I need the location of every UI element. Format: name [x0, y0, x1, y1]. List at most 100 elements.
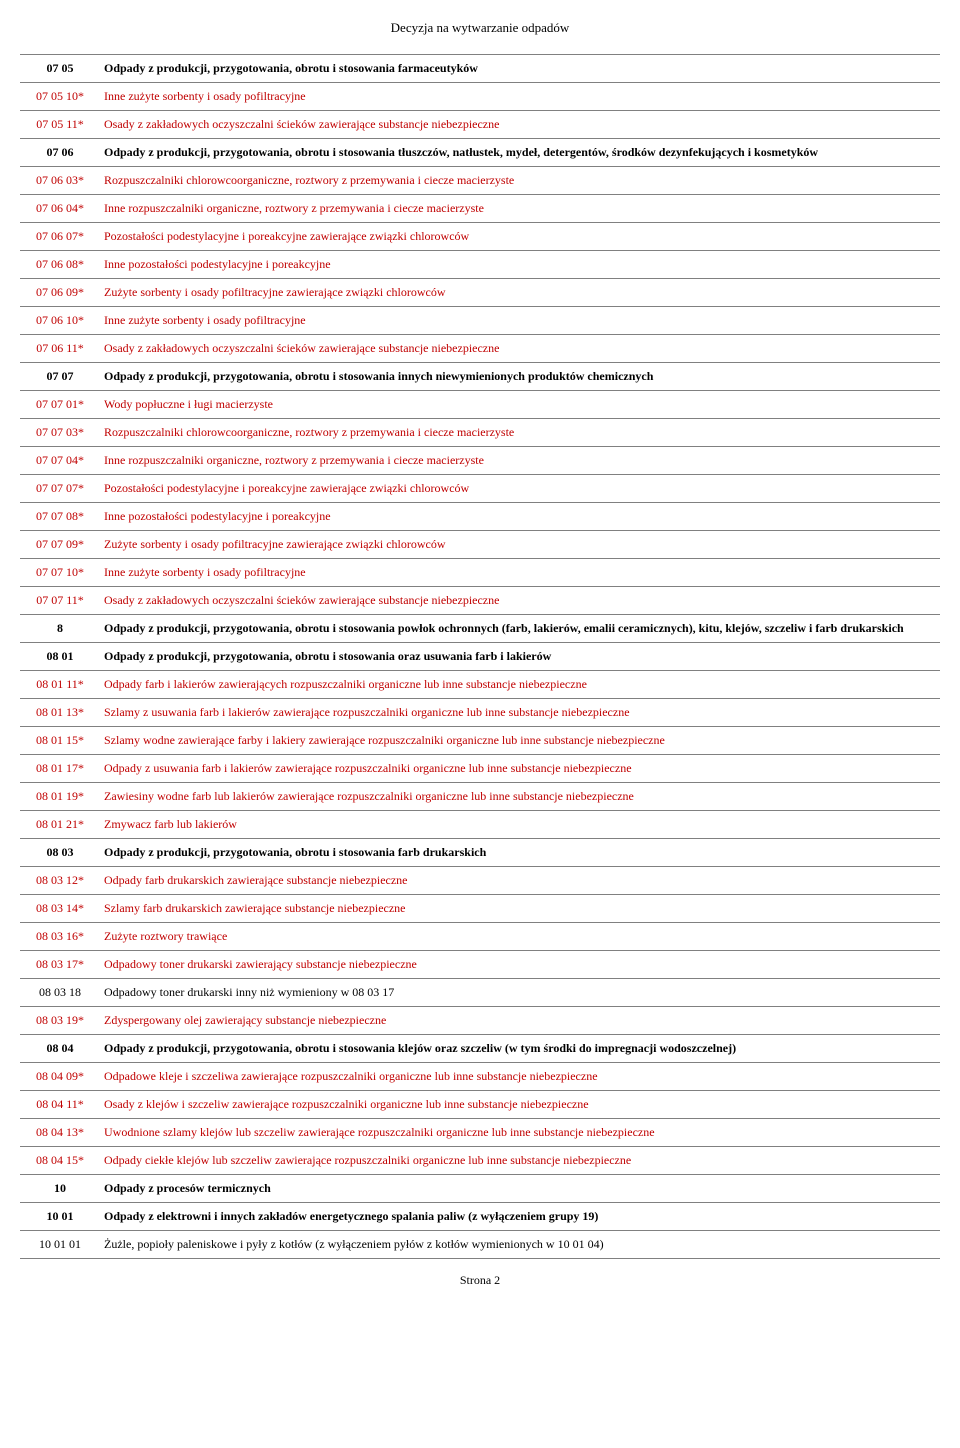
waste-description: Inne rozpuszczalniki organiczne, roztwor…	[100, 447, 940, 475]
waste-description: Pozostałości podestylacyjne i poreakcyjn…	[100, 223, 940, 251]
waste-description: Odpadowy toner drukarski zawierający sub…	[100, 951, 940, 979]
waste-code: 07 05 10*	[20, 83, 100, 111]
table-row: 07 07 01*Wody popłuczne i ługi macierzys…	[20, 391, 940, 419]
table-row: 08 03 14*Szlamy farb drukarskich zawiera…	[20, 895, 940, 923]
table-row: 07 05Odpady z produkcji, przygotowania, …	[20, 55, 940, 83]
table-row: 08 04 09*Odpadowe kleje i szczeliwa zawi…	[20, 1063, 940, 1091]
waste-description: Zużyte sorbenty i osady pofiltracyjne za…	[100, 531, 940, 559]
waste-description: Osady z zakładowych oczyszczalni ścieków…	[100, 587, 940, 615]
waste-description: Odpady z produkcji, przygotowania, obrot…	[100, 643, 940, 671]
page-title: Decyzja na wytwarzanie odpadów	[20, 20, 940, 36]
waste-description: Zawiesiny wodne farb lub lakierów zawier…	[100, 783, 940, 811]
waste-code: 10 01 01	[20, 1231, 100, 1259]
waste-description: Wody popłuczne i ługi macierzyste	[100, 391, 940, 419]
table-row: 10 01 01Żużle, popioły paleniskowe i pył…	[20, 1231, 940, 1259]
waste-description: Zdyspergowany olej zawierający substancj…	[100, 1007, 940, 1035]
waste-description: Odpady z elektrowni i innych zakładów en…	[100, 1203, 940, 1231]
waste-description: Żużle, popioły paleniskowe i pyły z kotł…	[100, 1231, 940, 1259]
waste-description: Osady z klejów i szczeliw zawierające ro…	[100, 1091, 940, 1119]
table-row: 08 01 13*Szlamy z usuwania farb i lakier…	[20, 699, 940, 727]
waste-code: 08 03 12*	[20, 867, 100, 895]
table-row: 08 04 11*Osady z klejów i szczeliw zawie…	[20, 1091, 940, 1119]
table-row: 07 07 03*Rozpuszczalniki chlorowcoorgani…	[20, 419, 940, 447]
table-row: 07 06 10*Inne zużyte sorbenty i osady po…	[20, 307, 940, 335]
table-row: 07 07 08*Inne pozostałości podestylacyjn…	[20, 503, 940, 531]
waste-code: 08 01 11*	[20, 671, 100, 699]
waste-code: 8	[20, 615, 100, 643]
waste-code: 07 06 10*	[20, 307, 100, 335]
waste-code: 07 06 11*	[20, 335, 100, 363]
waste-description: Rozpuszczalniki chlorowcoorganiczne, roz…	[100, 419, 940, 447]
table-row: 07 07 04*Inne rozpuszczalniki organiczne…	[20, 447, 940, 475]
table-row: 08 03 12*Odpady farb drukarskich zawiera…	[20, 867, 940, 895]
table-row: 07 06Odpady z produkcji, przygotowania, …	[20, 139, 940, 167]
table-row: 07 07 09*Zużyte sorbenty i osady pofiltr…	[20, 531, 940, 559]
waste-description: Odpady z produkcji, przygotowania, obrot…	[100, 839, 940, 867]
waste-code: 07 06 08*	[20, 251, 100, 279]
waste-code: 08 03 17*	[20, 951, 100, 979]
waste-description: Odpady z produkcji, przygotowania, obrot…	[100, 55, 940, 83]
waste-description: Inne pozostałości podestylacyjne i porea…	[100, 251, 940, 279]
waste-code: 07 07 07*	[20, 475, 100, 503]
waste-description: Odpady ciekłe klejów lub szczeliw zawier…	[100, 1147, 940, 1175]
table-row: 8Odpady z produkcji, przygotowania, obro…	[20, 615, 940, 643]
table-row: 07 06 08*Inne pozostałości podestylacyjn…	[20, 251, 940, 279]
waste-description: Inne rozpuszczalniki organiczne, roztwor…	[100, 195, 940, 223]
waste-code: 08 01 21*	[20, 811, 100, 839]
table-row: 08 01 19*Zawiesiny wodne farb lub lakier…	[20, 783, 940, 811]
table-row: 08 04 15*Odpady ciekłe klejów lub szczel…	[20, 1147, 940, 1175]
waste-description: Odpady z produkcji, przygotowania, obrot…	[100, 1035, 940, 1063]
table-row: 07 06 11*Osady z zakładowych oczyszczaln…	[20, 335, 940, 363]
waste-code: 07 07 03*	[20, 419, 100, 447]
waste-code: 07 07 11*	[20, 587, 100, 615]
waste-code: 07 06 07*	[20, 223, 100, 251]
table-row: 07 07 11*Osady z zakładowych oczyszczaln…	[20, 587, 940, 615]
waste-code: 07 05 11*	[20, 111, 100, 139]
table-row: 08 03 18Odpadowy toner drukarski inny ni…	[20, 979, 940, 1007]
waste-description: Odpadowy toner drukarski inny niż wymien…	[100, 979, 940, 1007]
waste-description: Uwodnione szlamy klejów lub szczeliw zaw…	[100, 1119, 940, 1147]
table-row: 08 01 15*Szlamy wodne zawierające farby …	[20, 727, 940, 755]
waste-description: Pozostałości podestylacyjne i poreakcyjn…	[100, 475, 940, 503]
table-row: 08 01 11*Odpady farb i lakierów zawieraj…	[20, 671, 940, 699]
page-footer: Strona 2	[20, 1273, 940, 1288]
waste-code: 08 01	[20, 643, 100, 671]
waste-description: Odpady z produkcji, przygotowania, obrot…	[100, 363, 940, 391]
waste-description: Szlamy farb drukarskich zawierające subs…	[100, 895, 940, 923]
waste-description: Szlamy wodne zawierające farby i lakiery…	[100, 727, 940, 755]
table-row: 08 03 16*Zużyte roztwory trawiące	[20, 923, 940, 951]
waste-description: Odpady z procesów termicznych	[100, 1175, 940, 1203]
waste-description: Inne pozostałości podestylacyjne i porea…	[100, 503, 940, 531]
waste-description: Osady z zakładowych oczyszczalni ścieków…	[100, 335, 940, 363]
waste-code: 08 03	[20, 839, 100, 867]
table-row: 07 07 07*Pozostałości podestylacyjne i p…	[20, 475, 940, 503]
waste-code: 07 07 10*	[20, 559, 100, 587]
table-row: 07 07 10*Inne zużyte sorbenty i osady po…	[20, 559, 940, 587]
waste-description: Odpady farb i lakierów zawierających roz…	[100, 671, 940, 699]
table-row: 08 03 17*Odpadowy toner drukarski zawier…	[20, 951, 940, 979]
waste-description: Odpady z produkcji, przygotowania, obrot…	[100, 615, 940, 643]
waste-code: 07 06 03*	[20, 167, 100, 195]
table-row: 07 06 09*Zużyte sorbenty i osady pofiltr…	[20, 279, 940, 307]
waste-code: 08 04	[20, 1035, 100, 1063]
table-row: 10 01Odpady z elektrowni i innych zakład…	[20, 1203, 940, 1231]
waste-description: Odpady z produkcji, przygotowania, obrot…	[100, 139, 940, 167]
waste-code: 10	[20, 1175, 100, 1203]
waste-description: Odpadowe kleje i szczeliwa zawierające r…	[100, 1063, 940, 1091]
table-row: 07 06 04*Inne rozpuszczalniki organiczne…	[20, 195, 940, 223]
table-row: 08 01 17*Odpady z usuwania farb i lakier…	[20, 755, 940, 783]
table-row: 08 04Odpady z produkcji, przygotowania, …	[20, 1035, 940, 1063]
waste-description: Zużyte sorbenty i osady pofiltracyjne za…	[100, 279, 940, 307]
table-row: 08 03 19*Zdyspergowany olej zawierający …	[20, 1007, 940, 1035]
waste-code: 08 03 14*	[20, 895, 100, 923]
waste-code: 08 01 17*	[20, 755, 100, 783]
waste-code: 10 01	[20, 1203, 100, 1231]
table-row: 10Odpady z procesów termicznych	[20, 1175, 940, 1203]
waste-description: Rozpuszczalniki chlorowcoorganiczne, roz…	[100, 167, 940, 195]
waste-code: 07 07	[20, 363, 100, 391]
waste-description: Inne zużyte sorbenty i osady pofiltracyj…	[100, 307, 940, 335]
waste-code: 08 03 19*	[20, 1007, 100, 1035]
waste-code: 07 06 09*	[20, 279, 100, 307]
table-row: 08 03Odpady z produkcji, przygotowania, …	[20, 839, 940, 867]
table-row: 08 04 13*Uwodnione szlamy klejów lub szc…	[20, 1119, 940, 1147]
